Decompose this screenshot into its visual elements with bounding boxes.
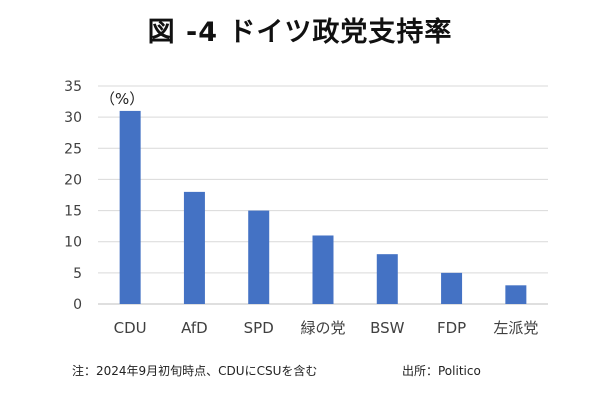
bar-3 bbox=[312, 235, 334, 304]
y-tick-label: 35 bbox=[64, 79, 82, 95]
bar-5 bbox=[441, 272, 463, 304]
y-tick-label: 20 bbox=[64, 172, 82, 188]
x-tick-label: 緑の党 bbox=[300, 319, 345, 337]
y-tick-label: 25 bbox=[64, 141, 82, 157]
footnote: 注：2024年9月初旬時点、CDUにCSUを含む bbox=[72, 364, 318, 378]
axes: 0 5 10 15 20 25 30 35 CDU AfD SPD 緑の党 BSW FDP 左派党 bbox=[64, 79, 538, 337]
y-tick-label: 15 bbox=[64, 204, 82, 220]
y-tick-label: 5 bbox=[73, 266, 82, 282]
x-tick-label: CDU bbox=[114, 319, 147, 337]
x-tick-label: BSW bbox=[370, 319, 405, 337]
y-unit-label: （%） bbox=[100, 90, 144, 108]
x-tick-label: SPD bbox=[244, 319, 274, 337]
bar-0 bbox=[119, 110, 141, 305]
bar-2 bbox=[248, 210, 270, 304]
x-tick-label: FDP bbox=[437, 319, 466, 337]
x-tick-label: 左派党 bbox=[493, 319, 538, 337]
chart-title: 図 -4 ドイツ政党支持率 bbox=[147, 17, 453, 48]
source-note: 出所：Politico bbox=[402, 364, 481, 378]
y-tick-label: 10 bbox=[64, 235, 82, 251]
bar-4 bbox=[376, 254, 398, 304]
y-tick-label: 30 bbox=[64, 110, 82, 126]
bars bbox=[119, 110, 527, 305]
bar-6 bbox=[505, 285, 527, 304]
bar-1 bbox=[183, 191, 205, 304]
y-tick-label: 0 bbox=[73, 297, 82, 313]
x-tick-label: AfD bbox=[181, 319, 208, 337]
